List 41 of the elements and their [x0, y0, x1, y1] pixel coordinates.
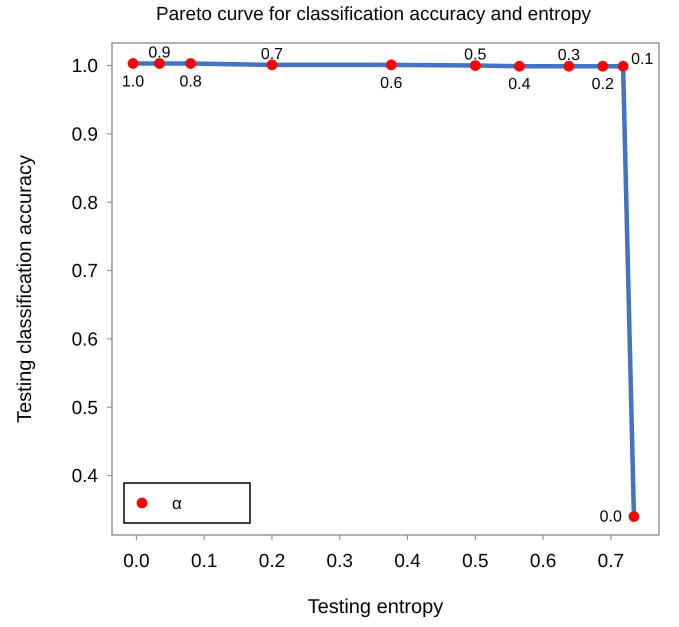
point [154, 58, 165, 69]
annotation: 0.0 [600, 508, 622, 526]
x-tick-label: 0.4 [394, 551, 422, 572]
x-tick-label: 0.0 [123, 551, 150, 572]
x-axis-title: Testing entropy [308, 596, 444, 618]
y-tick-label: 0.9 [72, 124, 98, 146]
annotation: 0.8 [180, 74, 202, 90]
x-tick-label: 0.3 [326, 551, 353, 572]
annotation: 0.2 [592, 76, 614, 94]
point [470, 60, 481, 71]
y-tick-label: 0.5 [72, 398, 98, 419]
y-tick-label: 0.8 [72, 192, 98, 214]
x-tick-label: 0.2 [258, 551, 286, 572]
annotation: 1.0 [122, 74, 144, 90]
point [597, 60, 608, 72]
annotation: 0.9 [148, 44, 171, 62]
point [185, 58, 196, 69]
x-tick-label: 0.1 [190, 551, 218, 572]
point [386, 60, 397, 70]
annotation: 0.4 [508, 76, 531, 94]
x-tick-label: 0.6 [530, 551, 556, 572]
point [618, 60, 628, 72]
y-axis-title: Testing classification accuracy [14, 155, 36, 423]
point [266, 60, 278, 70]
y-tick-label: 0.6 [72, 330, 98, 351]
annotation: 0.5 [464, 46, 487, 64]
point [514, 60, 525, 72]
x-tick-label: 0.5 [462, 551, 489, 572]
annotation: 0.6 [380, 74, 402, 92]
annotation: 0.1 [631, 51, 654, 68]
annotation: 0.3 [558, 47, 580, 64]
point [628, 511, 640, 522]
y-tick-label: 0.4 [72, 466, 98, 488]
y-tick-label: 1.0 [72, 56, 98, 78]
legend-label: α [172, 494, 182, 513]
x-tick-label: 0.7 [598, 551, 624, 572]
annotation: 0.7 [260, 46, 284, 63]
chart-title: Pareto curve for classification accuracy and entropy [156, 4, 592, 25]
y-tick-label: 0.7 [72, 261, 98, 282]
point [564, 60, 574, 72]
point [128, 58, 138, 69]
